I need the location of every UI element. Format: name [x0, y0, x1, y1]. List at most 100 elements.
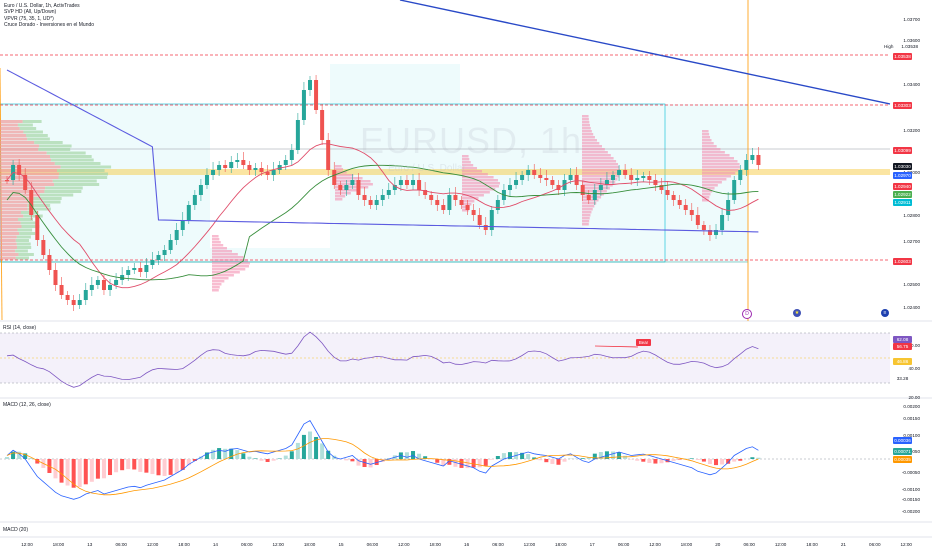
vpvr-bar: [26, 134, 48, 137]
vpvr-bar: [18, 253, 33, 256]
session-profile-bar: [335, 195, 345, 198]
candle: [223, 165, 227, 168]
vpvr-bar: [34, 141, 62, 144]
candle: [526, 170, 530, 175]
macd-histogram-bar: [157, 459, 161, 475]
candle: [344, 185, 348, 190]
vpvr-bar: [45, 187, 83, 190]
vpvr-bar: [58, 176, 107, 179]
rsi-axis-label: 20.00: [909, 395, 921, 400]
candle: [690, 210, 694, 215]
candle: [241, 160, 245, 165]
macd-histogram-bar: [126, 459, 130, 469]
macd-histogram-bar: [175, 459, 179, 473]
candle: [78, 300, 82, 305]
candle: [496, 200, 500, 210]
vpvr-bar: [23, 131, 43, 134]
legend-indicator-cruce[interactable]: Cruce Dorado - Inversiones en el Mundo: [4, 22, 94, 28]
flag-us-icon[interactable]: ≡: [881, 309, 889, 317]
rsi-title[interactable]: RSI (14, close): [3, 325, 36, 331]
session-profile-bar: [212, 289, 219, 292]
session-profile-bar: [702, 169, 738, 172]
price-badge: 1.03099: [893, 147, 912, 154]
candle: [732, 180, 736, 200]
session-profile-bar: [582, 148, 605, 151]
macd-bottom-title[interactable]: MACD (20): [3, 527, 28, 533]
macd-histogram-bar: [502, 453, 506, 459]
session-profile-bar: [582, 115, 589, 118]
vpvr-bar: [0, 120, 23, 123]
session-profile-bar: [582, 124, 590, 127]
vpvr-bar: [0, 225, 21, 228]
time-axis-label: 06:00: [367, 542, 379, 547]
time-axis-label: 06:00: [241, 542, 253, 547]
macd-histogram-bar: [223, 449, 227, 459]
candle: [60, 285, 64, 295]
macd-histogram-bar: [484, 459, 488, 466]
vpvr-bar: [17, 243, 31, 246]
vpvr-bar: [0, 138, 27, 141]
high-label: High: [884, 44, 893, 49]
rsi-axis-label: 40.00: [909, 366, 921, 371]
macd-histogram-bar: [266, 459, 270, 462]
price-badge: 1.02940: [893, 183, 912, 190]
price-badge: 1.02922: [893, 191, 912, 198]
price-badge: 1.03030: [893, 163, 912, 170]
vpvr-bar: [0, 204, 27, 207]
time-axis-label: 18:00: [304, 542, 316, 547]
session-profile-bar: [582, 121, 589, 124]
candle: [108, 285, 112, 290]
time-axis-label: 13: [87, 542, 92, 547]
macd-histogram-bar: [672, 459, 676, 461]
macd-histogram-bar: [411, 451, 415, 459]
vpvr-bar: [0, 148, 38, 151]
candle: [466, 205, 470, 210]
vpvr-bar: [0, 134, 26, 137]
session-profile-bar: [582, 172, 620, 175]
candle: [29, 190, 33, 215]
earnings-icon[interactable]: D: [742, 309, 752, 319]
macd-histogram-bar: [369, 459, 373, 467]
vpvr-bar: [0, 250, 15, 253]
rsi-badge: 56.75: [893, 343, 912, 350]
session-profile-bar: [702, 133, 709, 136]
time-axis-label: 12:00: [524, 542, 536, 547]
session-profile-bar: [582, 202, 596, 205]
session-profile-bar: [335, 165, 342, 168]
candle: [581, 185, 585, 195]
session-profile-bar: [582, 196, 601, 199]
time-axis-label: 12:00: [775, 542, 787, 547]
time-axis-label: 12:00: [398, 542, 410, 547]
candle: [387, 190, 391, 195]
candle: [405, 180, 409, 185]
macd-histogram-bar: [478, 459, 482, 467]
candle: [647, 176, 651, 180]
session-profile-bar: [212, 286, 220, 289]
macd-histogram-bar: [556, 459, 560, 465]
session-profile-bar: [702, 172, 735, 175]
time-axis-label: 06:00: [869, 542, 881, 547]
macd-title[interactable]: MACD (12, 26, close): [3, 402, 51, 408]
candle: [247, 165, 251, 170]
candle: [550, 180, 554, 185]
macd-histogram-bar: [320, 443, 324, 459]
candle: [272, 170, 276, 175]
candle: [593, 190, 597, 200]
session-profile-bar: [212, 265, 249, 268]
price-badge: 1.02970: [893, 172, 912, 179]
flag-eu-icon[interactable]: ★: [793, 309, 801, 317]
candle: [126, 270, 130, 275]
candle: [587, 195, 591, 200]
high-value-label: 1.03538: [901, 44, 918, 49]
vpvr-bar: [0, 162, 55, 165]
time-axis-label: 18:00: [53, 542, 65, 547]
macd-histogram-bar: [163, 459, 167, 476]
session-profile-bar: [462, 188, 495, 191]
session-profile-bar: [702, 145, 717, 148]
candle: [290, 150, 294, 160]
session-profile-bar: [702, 178, 726, 181]
candle: [738, 170, 742, 180]
candle: [635, 178, 639, 180]
time-axis-label: 12:00: [649, 542, 661, 547]
